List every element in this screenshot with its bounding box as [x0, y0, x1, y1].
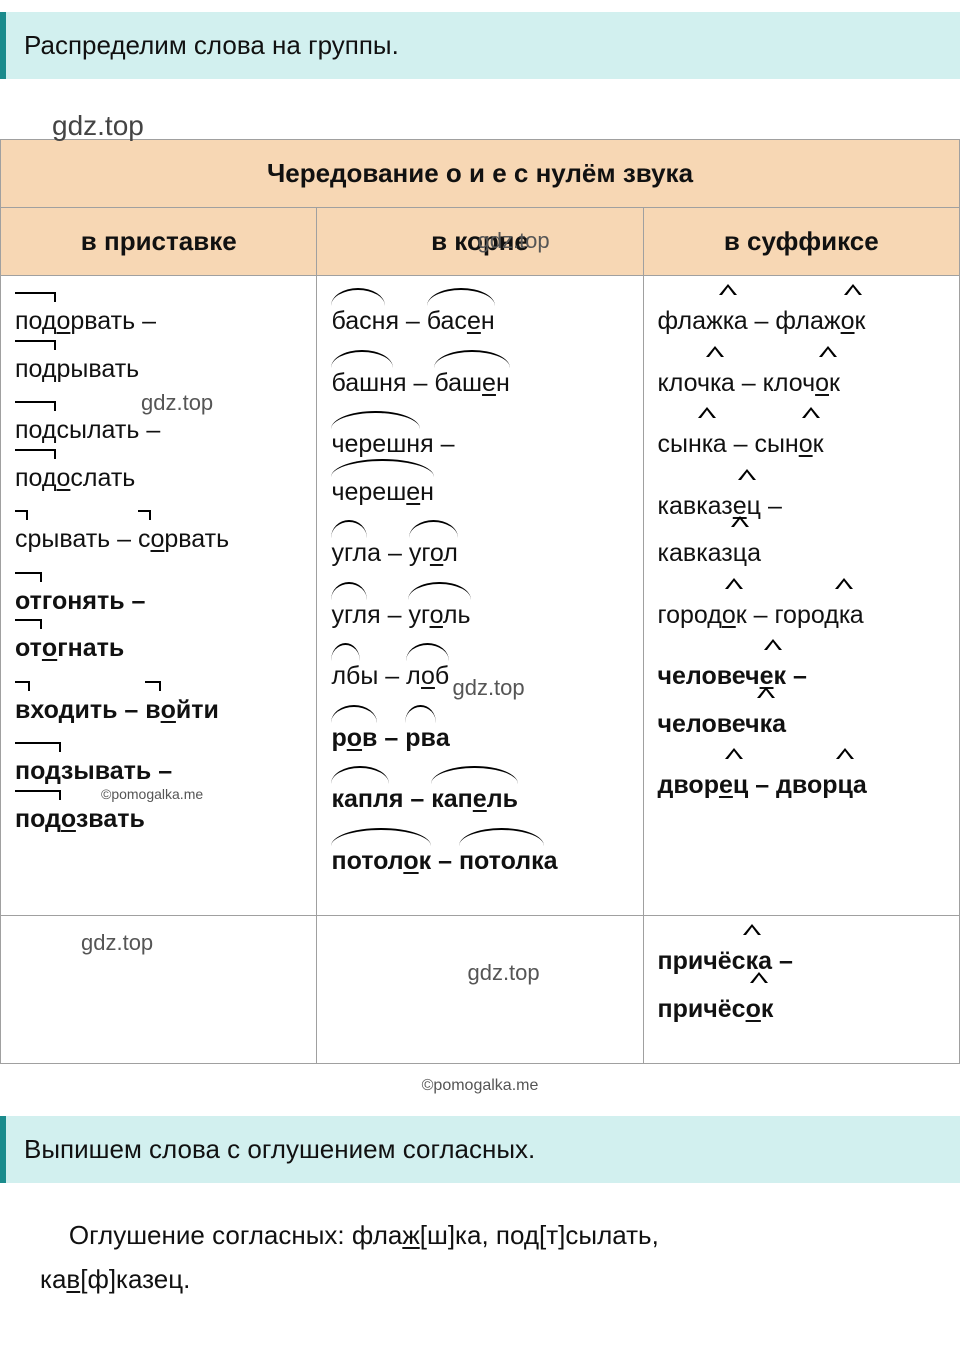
- final-lead: Оглушение согласных:: [40, 1220, 352, 1250]
- table-title: Чередование о и е с нулём звука: [1, 140, 960, 208]
- col-header-suffix: в суффиксе: [643, 208, 959, 276]
- final-w2u: д: [524, 1220, 539, 1250]
- alternation-table: Чередование о и е с нулём звука в приста…: [0, 139, 960, 1064]
- final-w1a: фла: [352, 1220, 402, 1250]
- cell-prefix: подорвать – подрыватьподсылать – подосла…: [1, 276, 317, 916]
- callout-top: Распределим слова на группы.: [0, 12, 960, 79]
- cell-extra-1: gdz.top: [1, 916, 317, 1064]
- callout-bottom-text: Выпишем слова с оглушением согласных.: [24, 1134, 535, 1164]
- final-w3b: [ф]казец.: [80, 1264, 190, 1294]
- watermark-lastrow-mid: gdz.top: [467, 956, 539, 989]
- final-w2a: по: [496, 1220, 524, 1250]
- cell-suffix-extra: причёска – причёсок: [643, 916, 959, 1064]
- watermark-lastrow-left: gdz.top: [81, 926, 153, 959]
- col-header-prefix: в приставке: [1, 208, 317, 276]
- final-paragraph: Оглушение согласных: флаж[ш]ка, под[т]сы…: [0, 1209, 960, 1311]
- cell-suffix: флажка – флажокклочка – клочоксынка – сы…: [643, 276, 959, 916]
- col-header-suffix-text: в суффиксе: [724, 226, 879, 256]
- final-w3a: ка: [40, 1264, 66, 1294]
- cell-extra-2: gdz.top: [317, 916, 643, 1064]
- final-w1u: ж: [402, 1220, 419, 1250]
- col-header-prefix-text: в приставке: [81, 226, 237, 256]
- callout-top-text: Распределим слова на группы.: [24, 30, 399, 60]
- final-w1b: [ш]ка,: [420, 1220, 496, 1250]
- watermark-col-header: gdz.top: [477, 224, 549, 257]
- final-w2b: [т]сылать,: [539, 1220, 659, 1250]
- cell-root: басня – басенбашня – башенчерешня – чере…: [317, 276, 643, 916]
- final-w3u: в: [66, 1264, 80, 1294]
- callout-bottom: Выпишем слова с оглушением согласных.: [0, 1116, 960, 1183]
- copyright-line: ©pomogalka.me: [0, 1074, 960, 1098]
- col-header-root: в корне gdz.top: [317, 208, 643, 276]
